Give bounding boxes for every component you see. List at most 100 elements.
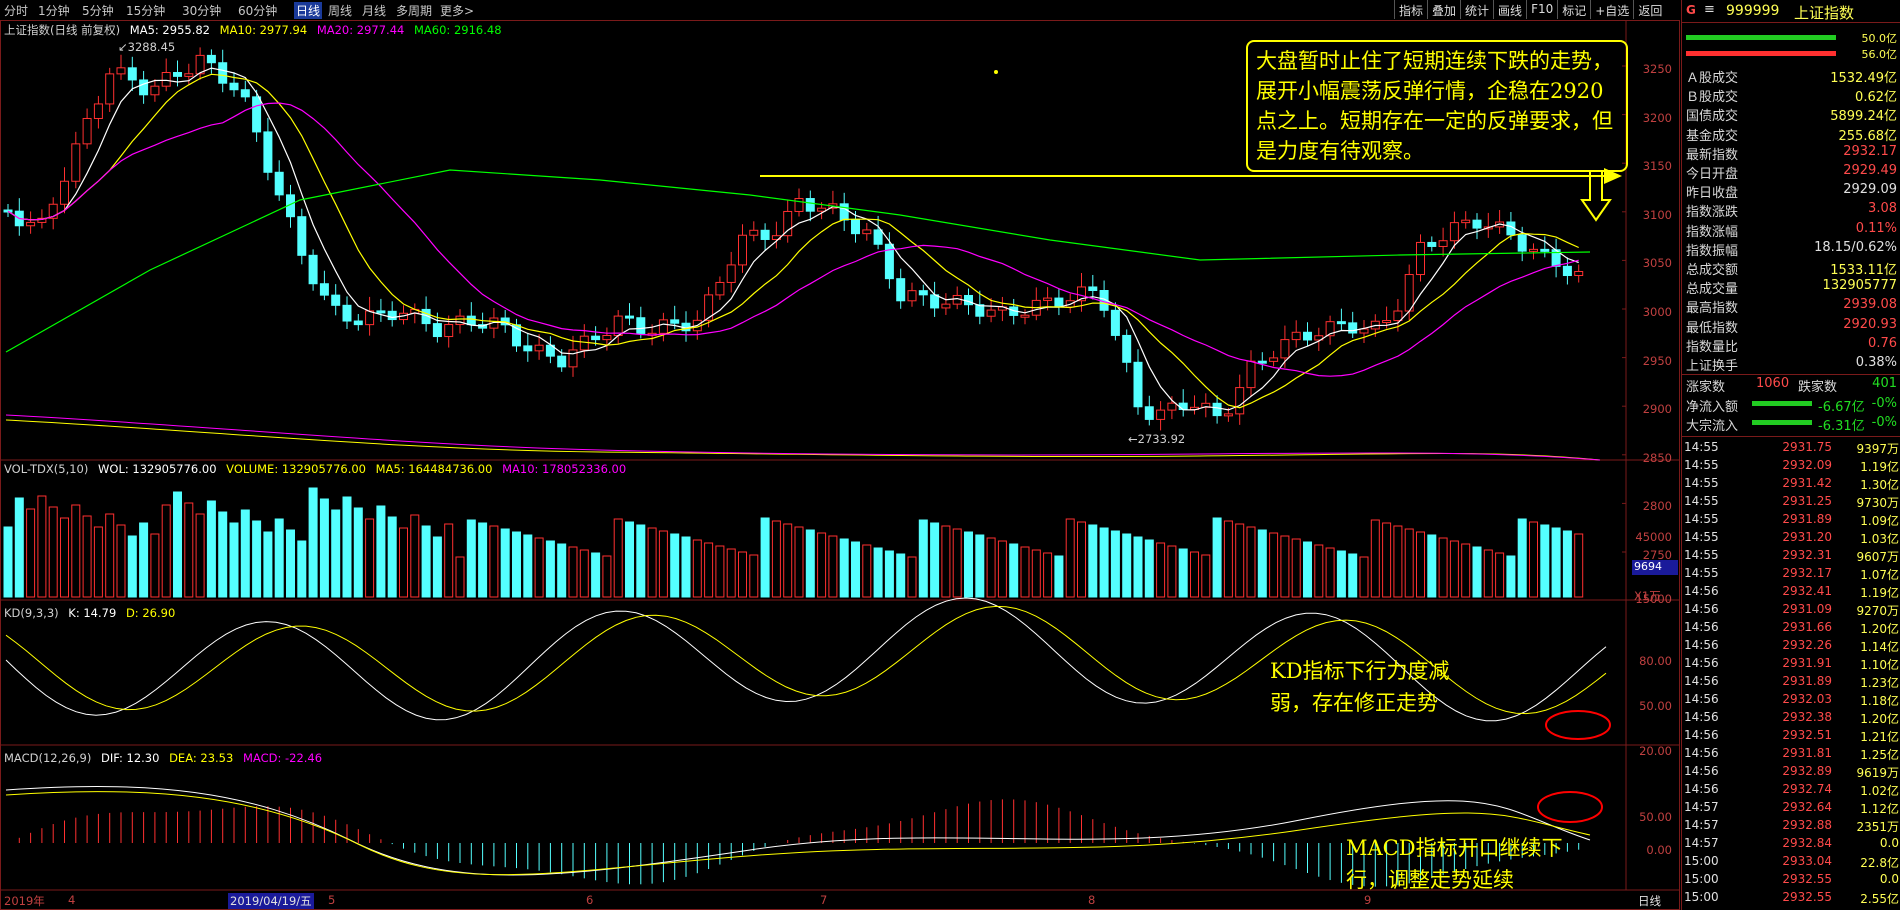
flow-pct-1: -0% (1871, 415, 1897, 430)
tick-price-16: 2932.51 (1782, 728, 1832, 742)
volume-bar-68 (771, 520, 781, 598)
tool-button-3[interactable]: 画线 (1493, 0, 1526, 19)
x-label-3: 5 (328, 893, 336, 907)
volume-bar-50 (568, 546, 578, 598)
period-tab-0[interactable]: 分时 (4, 4, 29, 18)
tick-price-10: 2931.66 (1782, 620, 1832, 634)
tool-button-6[interactable]: +自选 (1590, 0, 1633, 19)
volume-bar-116 (1314, 544, 1324, 598)
tick-row-15: 14:56 2932.38 1.20亿 (1682, 708, 1900, 726)
quote-header: G ≡ 999999 上证指数 (1682, 0, 1900, 23)
tool-button-2[interactable]: 统计 (1460, 0, 1493, 19)
candle-body-110 (1246, 360, 1256, 389)
tick-volume-0: 9397万 (1856, 442, 1899, 456)
stat-row-1: Ｂ股成交 0.62亿 (1682, 85, 1900, 105)
candle-body-59 (670, 319, 680, 324)
period-tab-10[interactable]: 更多> (440, 4, 475, 18)
tick-time-10: 14:56 (1684, 620, 1719, 634)
volume-bar-2 (26, 508, 36, 598)
tick-row-8: 14:56 2932.41 1.19亿 (1682, 582, 1900, 600)
tool-button-7[interactable]: 返回 (1633, 0, 1666, 19)
volume-bar-103 (1167, 545, 1177, 598)
volume-bar-77 (873, 547, 883, 598)
x-label-1: 4 (68, 893, 76, 907)
volume-bar-82 (930, 522, 940, 598)
candle-body-119 (1348, 322, 1358, 334)
volume-bar-112 (1269, 532, 1279, 598)
main-ytick-9: 2800 (1642, 499, 1672, 514)
volume-bar-4 (48, 506, 58, 598)
volume-bar-88 (997, 540, 1007, 598)
period-tab-6[interactable]: 日线 (294, 2, 323, 19)
period-tab-2[interactable]: 5分钟 (82, 4, 114, 18)
tool-button-5[interactable]: 标记 (1557, 0, 1590, 19)
tick-volume-14: 1.18亿 (1860, 694, 1899, 708)
tick-time-14: 14:56 (1684, 692, 1719, 706)
candle-body-47 (534, 344, 544, 352)
stat-key-14: 指数量比 (1686, 339, 1739, 355)
macd-highlight-circle (1537, 791, 1603, 823)
flow-key-0: 净流入额 (1686, 400, 1739, 415)
candle-body-113 (1280, 339, 1290, 359)
tool-button-1[interactable]: 叠加 (1427, 0, 1460, 19)
candle-body-17 (195, 54, 205, 75)
candle-body-127 (1438, 240, 1448, 247)
ma-legend-item-2: MA20: 2977.44 (313, 23, 405, 37)
period-tab-8[interactable]: 月线 (362, 4, 387, 18)
period-tab-5[interactable]: 60分钟 (238, 4, 278, 18)
candle-body-3 (37, 217, 47, 223)
period-tab-4[interactable]: 30分钟 (182, 4, 222, 18)
tick-time-1: 14:55 (1684, 458, 1719, 472)
tick-row-21: 14:57 2932.88 2351万 (1682, 816, 1900, 834)
volume-bar-123 (1393, 525, 1403, 598)
period-tab-1[interactable]: 1分钟 (38, 4, 70, 18)
volume-bar-23 (263, 531, 273, 598)
volume-bar-33 (376, 505, 386, 598)
volume-bar-54 (613, 518, 623, 598)
stat-value-8: 0.11% (1855, 220, 1897, 236)
ma-legend-item-0: MA5: 2955.82 (129, 23, 210, 37)
tool-button-4[interactable]: F10 (1526, 0, 1557, 19)
kline-chart-area[interactable] (0, 20, 1680, 910)
volume-bar-76 (862, 544, 872, 598)
tick-price-25: 2932.55 (1782, 890, 1832, 904)
tick-volume-17: 1.25亿 (1860, 748, 1899, 762)
main-ytick-8: 2850 (1642, 450, 1672, 465)
vol-unit-label: X1万 (1634, 589, 1661, 603)
volume-bar-115 (1303, 541, 1312, 598)
down-label: 跌家数 (1798, 380, 1838, 395)
candle-body-14 (161, 72, 171, 87)
index-code: 999999 (1726, 3, 1780, 19)
tick-price-21: 2932.88 (1782, 818, 1832, 832)
tick-price-13: 2931.89 (1782, 674, 1832, 688)
volume-bar-105 (1190, 551, 1199, 598)
volume-bar-78 (884, 550, 894, 598)
tick-volume-5: 1.03亿 (1860, 532, 1899, 546)
candle-body-74 (839, 203, 849, 221)
tick-volume-18: 9619万 (1856, 766, 1899, 780)
candle-body-19 (218, 62, 228, 84)
volume-bar-109 (1235, 523, 1245, 598)
stat-row-8: 指数涨幅 0.11% (1682, 220, 1900, 240)
period-tab-7[interactable]: 周线 (328, 4, 353, 18)
tick-row-12: 14:56 2931.91 1.10亿 (1682, 654, 1900, 672)
volume-bar-132 (1495, 552, 1505, 598)
vol-title: VOL-TDX(5,10) (4, 462, 89, 476)
period-tab-9[interactable]: 多周期 (396, 4, 433, 18)
ma10-line (7, 73, 1579, 409)
candle-body-56 (636, 317, 646, 334)
period-toolbar: 分时 1分钟 5分钟 15分钟 30分钟 60分钟 日线 周线 月线 多周期 更多> 指标 叠加 统计 画线… (0, 0, 1680, 21)
tool-button-0[interactable]: 指标 (1394, 0, 1427, 19)
stat-value-12: 2939.08 (1843, 297, 1897, 313)
volume-bar-5 (60, 517, 69, 598)
period-tab-3[interactable]: 15分钟 (126, 4, 166, 18)
menu-icon[interactable]: ≡ (1704, 2, 1715, 17)
macd-callout: MACD指标开口继续下行，调整走势延续 (1346, 832, 1586, 896)
stat-value-11: 132905777 (1822, 278, 1897, 294)
volume-bar-52 (591, 552, 601, 598)
tick-time-13: 14:56 (1684, 674, 1719, 688)
candle-body-126 (1427, 241, 1437, 247)
stat-key-8: 指数涨幅 (1686, 224, 1739, 240)
volume-bar-138 (1562, 530, 1572, 598)
stat-row-14: 指数量比 0.76 (1682, 335, 1900, 355)
